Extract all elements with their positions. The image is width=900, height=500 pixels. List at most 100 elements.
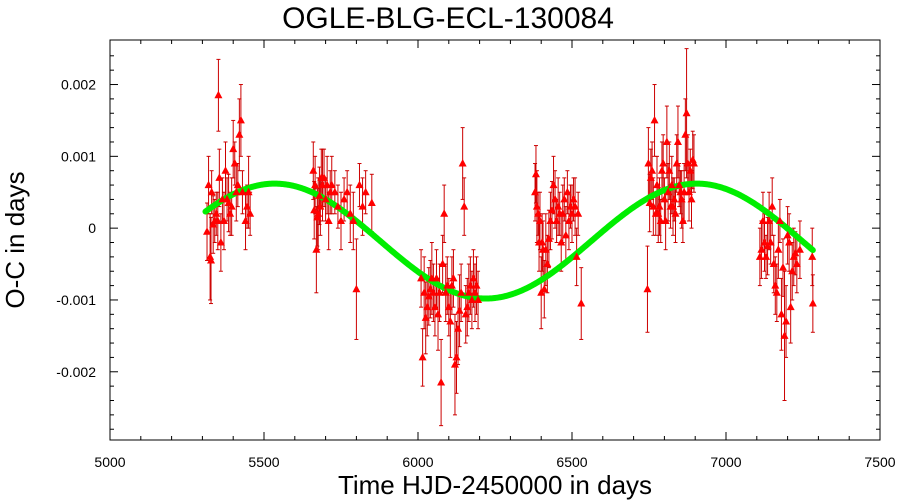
data-point-triangle (474, 295, 483, 303)
data-point-triangle (657, 166, 666, 174)
data-point-triangle (241, 216, 250, 224)
data-point-triangle (452, 352, 461, 361)
data-point-triangle (572, 252, 581, 260)
data-point-triangle (215, 173, 224, 181)
data-point-triangle (454, 324, 463, 332)
data-point-triangle (532, 202, 541, 210)
data-point-triangle (650, 115, 659, 124)
data-point-triangle (758, 216, 767, 224)
data-point-triangle (227, 202, 236, 210)
data-point-triangle (461, 309, 470, 318)
data-point-triangle (762, 252, 771, 260)
data-point-triangle (441, 288, 450, 296)
data-point-triangle (450, 360, 459, 368)
data-point-triangle (203, 227, 212, 235)
data-point-triangle (337, 216, 345, 224)
data-point-triangle (423, 302, 432, 311)
data-point-triangle (463, 302, 472, 311)
data-point-triangle (417, 273, 426, 282)
data-point-triangle (546, 216, 555, 224)
data-point-triangle (755, 252, 764, 260)
data-points (203, 90, 817, 386)
data-point-triangle (659, 159, 668, 167)
data-point-triangle (543, 259, 552, 268)
data-point-triangle (554, 202, 563, 210)
data-point-triangle (671, 209, 680, 217)
data-point-triangle (686, 166, 695, 174)
data-point-triangle (808, 299, 817, 307)
data-point-triangle (531, 187, 540, 196)
data-point-triangle (681, 130, 690, 138)
data-point-triangle (446, 317, 455, 325)
data-point-triangle (577, 299, 586, 307)
data-point-triangle (774, 245, 783, 253)
data-point-triangle (757, 245, 766, 253)
data-point-triangle (447, 281, 456, 289)
data-point-triangle (438, 259, 447, 268)
y-tick-label: -0.001 (56, 292, 96, 308)
data-point-triangle (673, 137, 682, 145)
data-point-triangle (214, 90, 223, 99)
data-point-triangle (662, 137, 671, 145)
data-point-triangle (458, 159, 467, 167)
x-tick-label: 7500 (864, 454, 895, 470)
data-point-triangle (645, 198, 654, 207)
y-tick-label: -0.002 (56, 364, 96, 380)
data-point-triangle (472, 281, 481, 289)
data-point-triangle (785, 238, 794, 246)
error-bars (205, 48, 815, 427)
data-point-triangle (361, 187, 370, 196)
data-point-triangle (792, 259, 801, 268)
x-tick-label: 5500 (248, 454, 279, 470)
data-point-triangle (207, 187, 216, 196)
data-point-triangle (238, 187, 247, 196)
data-point-triangle (568, 209, 576, 217)
data-point-triangle (460, 202, 469, 210)
data-point-triangle (421, 313, 430, 321)
data-point-triangle (544, 234, 553, 242)
data-point-triangle (649, 202, 658, 210)
data-point-triangle (466, 281, 475, 289)
data-point-triangle (669, 202, 678, 210)
data-point-triangle (367, 198, 376, 207)
data-point-triangle (233, 180, 242, 189)
data-point-triangle (230, 159, 239, 167)
data-point-triangle (549, 180, 558, 189)
data-point-triangle (766, 238, 775, 246)
data-point-triangle (765, 216, 774, 224)
data-point-triangle (355, 180, 364, 189)
data-point-triangle (563, 187, 572, 196)
data-point-triangle (535, 216, 544, 224)
data-point-triangle (204, 180, 213, 189)
data-point-triangle (655, 202, 664, 210)
y-tick-label: 0 (88, 220, 96, 236)
data-point-triangle (653, 180, 662, 189)
data-point-triangle (229, 144, 238, 153)
data-point-triangle (219, 216, 228, 224)
axis-ticks: 5000 5500 6000 6500 7000 7500 0.002 0.001 0 -0.00… (56, 40, 896, 470)
data-point-triangle (654, 209, 663, 217)
data-point-triangle (664, 187, 673, 196)
data-point-triangle (316, 202, 325, 210)
data-point-triangle (665, 166, 674, 174)
data-point-triangle (677, 194, 686, 203)
x-tick-label: 7000 (710, 454, 741, 470)
data-point-triangle (212, 209, 221, 217)
data-point-triangle (672, 159, 681, 167)
data-point-triangle (675, 180, 684, 189)
data-point-triangle (349, 216, 358, 224)
data-point-triangle (777, 309, 786, 318)
data-point-triangle (772, 288, 781, 296)
data-point-triangle (678, 216, 687, 224)
data-point-triangle (235, 130, 244, 138)
data-point-triangle (643, 284, 652, 293)
data-point-triangle (244, 187, 253, 196)
data-point-triangle (682, 108, 691, 117)
y-tick-label: 0.002 (61, 77, 96, 93)
data-point-triangle (330, 187, 339, 196)
data-point-triangle (786, 302, 795, 311)
data-point-triangle (689, 159, 698, 167)
data-point-triangle (213, 216, 222, 224)
data-point-triangle (333, 202, 342, 210)
data-point-triangle (429, 288, 438, 296)
